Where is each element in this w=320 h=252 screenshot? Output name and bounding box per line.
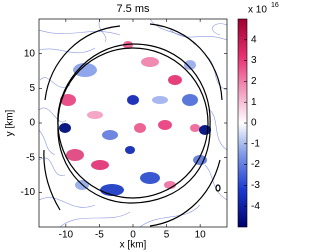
x-tick-label: -5 bbox=[95, 230, 104, 241]
y-tick-label: -10 bbox=[21, 187, 36, 198]
plot-area bbox=[39, 19, 227, 227]
field bbox=[39, 19, 227, 227]
chart: 7.5 ms x [km] y [km] x 10 16 -10 -5 0 5 10-1… bbox=[5, 2, 279, 251]
colorbar-tick-label: -3 bbox=[251, 180, 260, 191]
y-tick-label: -5 bbox=[26, 152, 35, 163]
x-axis-label: x [km] bbox=[120, 240, 147, 251]
colorbar-tick-label: -2 bbox=[251, 159, 260, 170]
y-tick-label: 5 bbox=[29, 83, 35, 94]
colorbar-tick-label: 1 bbox=[251, 97, 257, 108]
colorbar-tick-label: 4 bbox=[251, 34, 257, 45]
chart-title: 7.5 ms bbox=[116, 3, 150, 15]
colorbar-exponent: 16 bbox=[271, 2, 279, 9]
colorbar-tick-label: -1 bbox=[251, 138, 260, 149]
colorbar-tick-label: 3 bbox=[251, 55, 257, 66]
y-tick-label: 0 bbox=[29, 118, 35, 129]
colorbar-multiplier: x 10 bbox=[248, 5, 267, 16]
colorbar-tick-label: -4 bbox=[251, 201, 260, 212]
colorbar-tick-label: 0 bbox=[251, 118, 257, 129]
streamlines bbox=[39, 19, 227, 227]
x-tick-label: 5 bbox=[164, 230, 170, 241]
y-tick-label: 10 bbox=[24, 48, 36, 59]
x-tick-label: 10 bbox=[195, 230, 207, 241]
y-axis-label: y [km] bbox=[5, 109, 16, 136]
x-tick-label: -10 bbox=[59, 230, 74, 241]
colorbar-tick-label: 2 bbox=[251, 76, 257, 87]
contours bbox=[43, 23, 223, 227]
x-tick-label: 0 bbox=[130, 230, 136, 241]
